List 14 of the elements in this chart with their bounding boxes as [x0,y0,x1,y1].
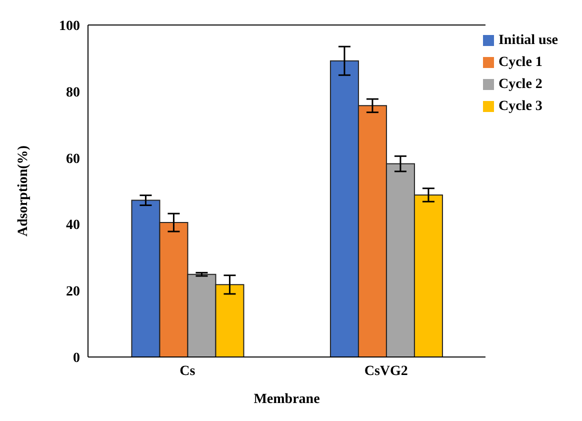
y-tick-label: 20 [66,284,80,300]
y-tick-label: 80 [66,85,80,100]
y-tick-label: 100 [59,18,80,34]
x-tick-label: CsVG2 [364,364,408,379]
x-tick-label: Cs [180,364,196,379]
legend-label: Cycle 3 [498,99,542,114]
x-axis-title: Membrane [254,392,320,407]
y-tick-label: 0 [73,350,80,366]
legend-label: Cycle 1 [498,55,542,70]
legend-label: Initial use [498,33,558,48]
legend-label: Cycle 2 [498,77,542,92]
y-tick-label: 40 [66,218,80,234]
y-tick-label: 60 [66,152,80,167]
y-axis-title: Adsorption(%) [16,145,31,237]
